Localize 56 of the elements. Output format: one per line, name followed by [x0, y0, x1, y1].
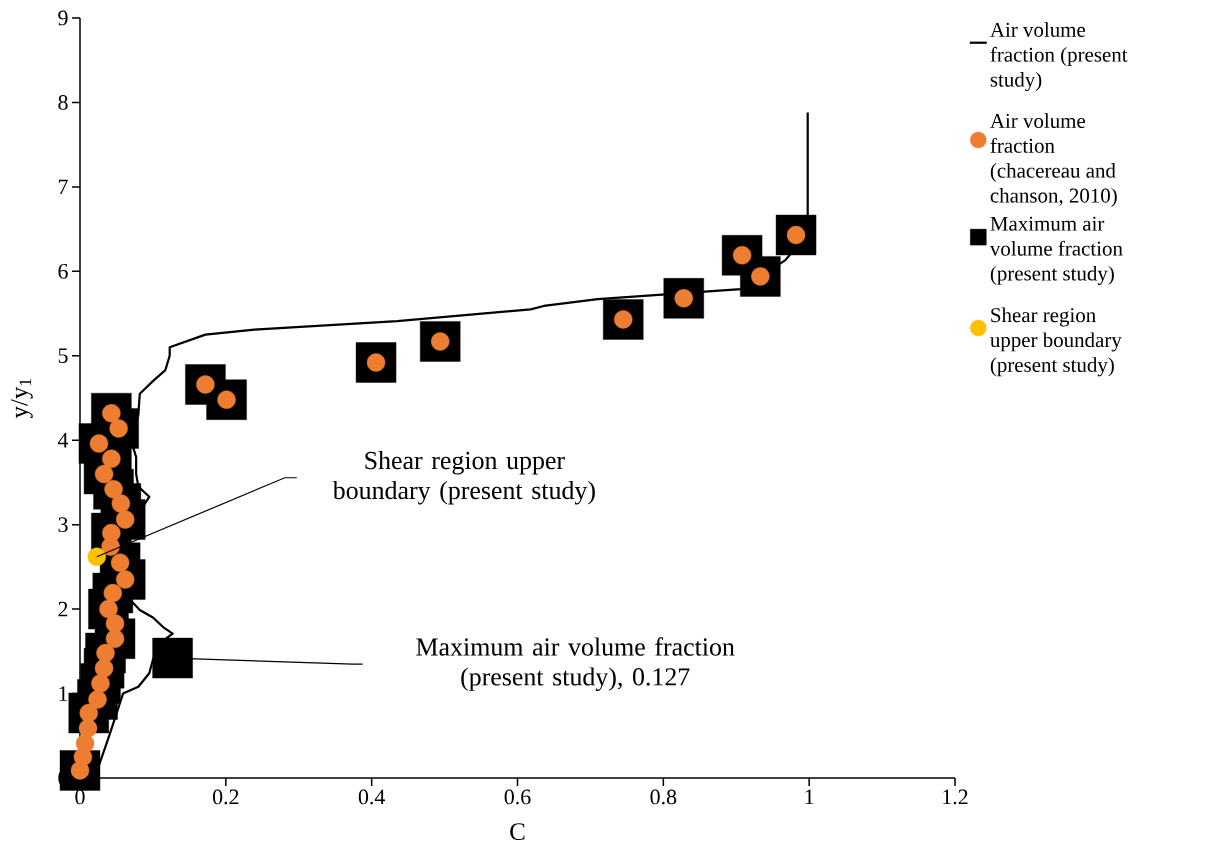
y-tick-label: 7 [58, 179, 68, 195]
y-tick-label: 3 [58, 517, 68, 533]
point [89, 434, 109, 453]
point [91, 674, 110, 693]
point [105, 629, 125, 648]
point [78, 718, 98, 738]
point [751, 267, 770, 286]
point [70, 761, 90, 780]
point [103, 583, 123, 603]
point [732, 246, 752, 265]
annotation: Shear region upper boundary (present study) [332, 451, 595, 505]
y-tick-label: 4 [57, 433, 69, 448]
annotation: Maximum air volume fraction (present study), 0.127 [416, 637, 735, 691]
point [105, 614, 125, 633]
point [102, 404, 121, 423]
point [94, 659, 114, 678]
point [111, 494, 131, 513]
point [88, 690, 107, 709]
point [96, 643, 115, 663]
legend-label: Air volume fraction (chacereau and chanson, 2010) [990, 113, 1117, 207]
x-tick-label: 1 [805, 789, 814, 804]
x-axis-title: C [510, 823, 525, 841]
y-axis-title: y/y$_{1}$ [10, 379, 33, 419]
point [152, 637, 193, 679]
point [109, 419, 128, 438]
point [366, 353, 386, 372]
y-tick-label: 1 [59, 686, 68, 701]
x-tick-label: 0 [75, 789, 85, 805]
y-tick-label: 8 [58, 95, 68, 110]
x-tick-label: 1.2 [943, 789, 968, 805]
point [116, 570, 135, 589]
y-tick-label: 6 [58, 263, 68, 279]
point [786, 225, 806, 245]
point [87, 547, 106, 566]
x-tick-label: 0.8 [650, 789, 677, 805]
y-tick-label: 9 [58, 10, 68, 26]
point [79, 703, 98, 723]
x-tick-label: 0.4 [358, 789, 386, 805]
legend-label: Maximum air volume fraction (present study) [989, 216, 1123, 285]
point [217, 390, 236, 409]
y-tick-label: 2 [58, 601, 68, 617]
point [110, 553, 130, 572]
point [94, 464, 114, 484]
legend-label: Air volume fraction (present study) [990, 22, 1128, 92]
point [431, 332, 450, 351]
x-tick-label: 0.2 [212, 789, 239, 805]
point [102, 449, 121, 468]
legend-label: Shear region upper boundary (present study) [990, 307, 1122, 377]
point [674, 289, 693, 308]
point [196, 375, 215, 394]
point [104, 480, 123, 499]
point [116, 510, 135, 529]
point [614, 310, 633, 329]
y-tick-label: 5 [58, 348, 68, 364]
point [99, 599, 118, 619]
x-tick-label: 0.6 [504, 789, 531, 805]
